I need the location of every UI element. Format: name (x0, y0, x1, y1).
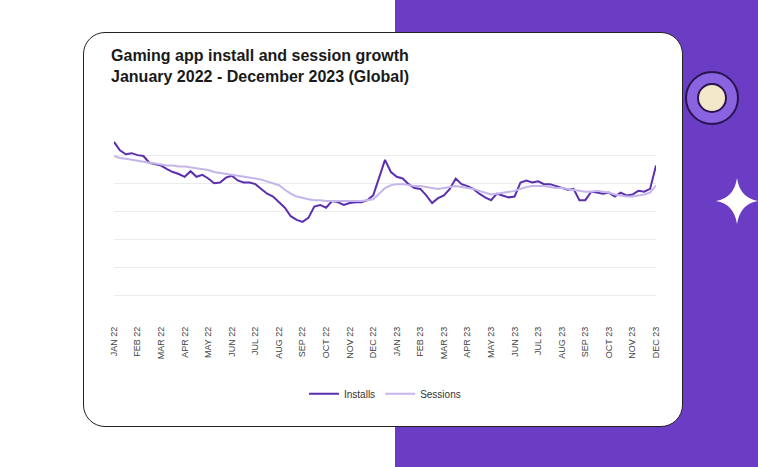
svg-text:JAN 23: JAN 23 (392, 327, 402, 357)
svg-text:APR 23: APR 23 (462, 327, 472, 358)
svg-text:MAR 22: MAR 22 (156, 327, 166, 360)
svg-text:FEB 22: FEB 22 (132, 327, 142, 357)
svg-text:SEP 23: SEP 23 (580, 327, 590, 357)
svg-text:OCT 23: OCT 23 (604, 327, 614, 358)
svg-text:NOV 22: NOV 22 (345, 327, 355, 359)
svg-text:JAN 22: JAN 22 (109, 327, 119, 357)
svg-text:AUG 22: AUG 22 (274, 327, 284, 359)
svg-text:DEC 23: DEC 23 (651, 327, 661, 359)
svg-text:DEC 22: DEC 22 (368, 327, 378, 359)
svg-text:MAY 22: MAY 22 (203, 327, 213, 358)
svg-text:JUN 22: JUN 22 (227, 327, 237, 357)
svg-text:SEP 22: SEP 22 (297, 327, 307, 357)
svg-text:MAY 23: MAY 23 (486, 327, 496, 358)
svg-text:Installs: Installs (344, 389, 375, 400)
svg-text:JUL 22: JUL 22 (250, 327, 260, 355)
svg-text:JUL 23: JUL 23 (533, 327, 543, 355)
svg-text:AUG 23: AUG 23 (557, 327, 567, 359)
svg-text:OCT 22: OCT 22 (321, 327, 331, 358)
svg-text:JUN 23: JUN 23 (510, 327, 520, 357)
svg-text:Gaming app install and session: Gaming app install and session growthJan… (111, 47, 409, 85)
svg-text:FEB 23: FEB 23 (415, 327, 425, 357)
svg-text:NOV 23: NOV 23 (627, 327, 637, 359)
svg-text:Sessions: Sessions (420, 389, 461, 400)
svg-text:APR 22: APR 22 (180, 327, 190, 358)
svg-text:MAR 23: MAR 23 (439, 327, 449, 360)
